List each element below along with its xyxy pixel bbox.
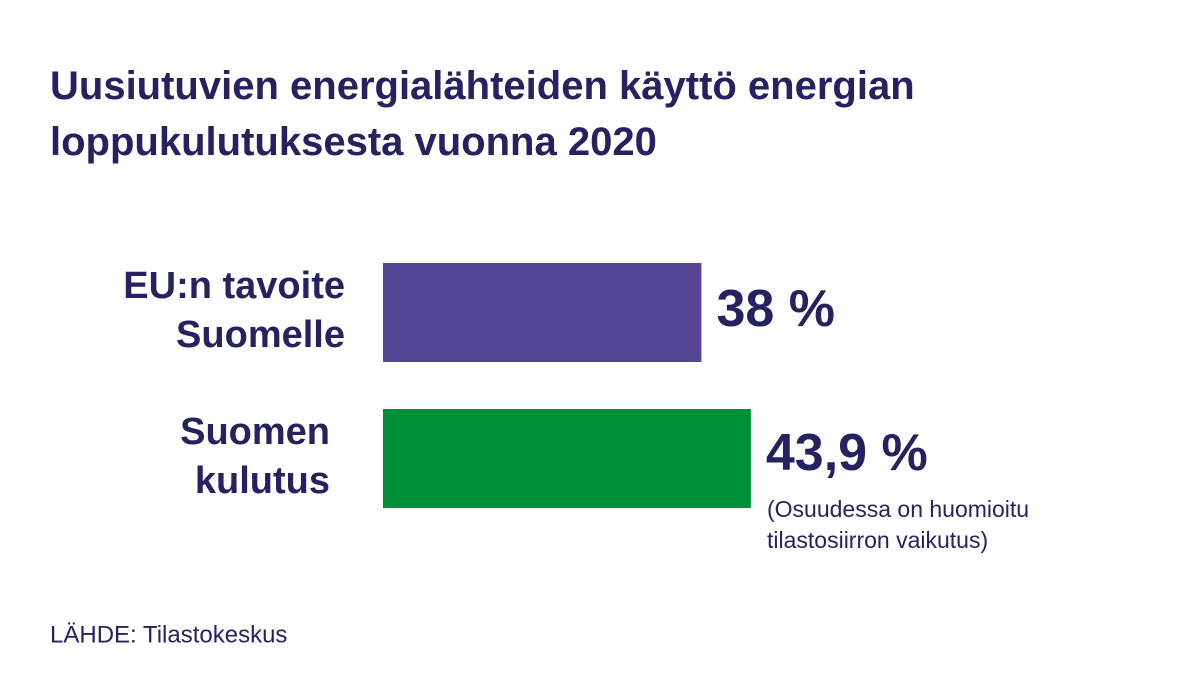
bar [383, 263, 702, 362]
annotation: (Osuudessa on huomioitu [767, 496, 1029, 522]
value-label: 38 % [716, 280, 835, 338]
bar [383, 409, 751, 508]
category-label: Suomelle [176, 314, 345, 356]
value-label: 43,9 % [766, 424, 928, 482]
category-label: EU:n tavoite [123, 265, 345, 307]
category-label: Suomen [180, 411, 330, 453]
annotation: tilastosiirron vaikutus) [767, 527, 988, 553]
chart-title: Uusiutuvien energialähteiden käyttö ener… [50, 64, 915, 164]
category-label: kulutus [195, 460, 330, 502]
source: LÄHDE: Tilastokeskus [50, 621, 287, 648]
